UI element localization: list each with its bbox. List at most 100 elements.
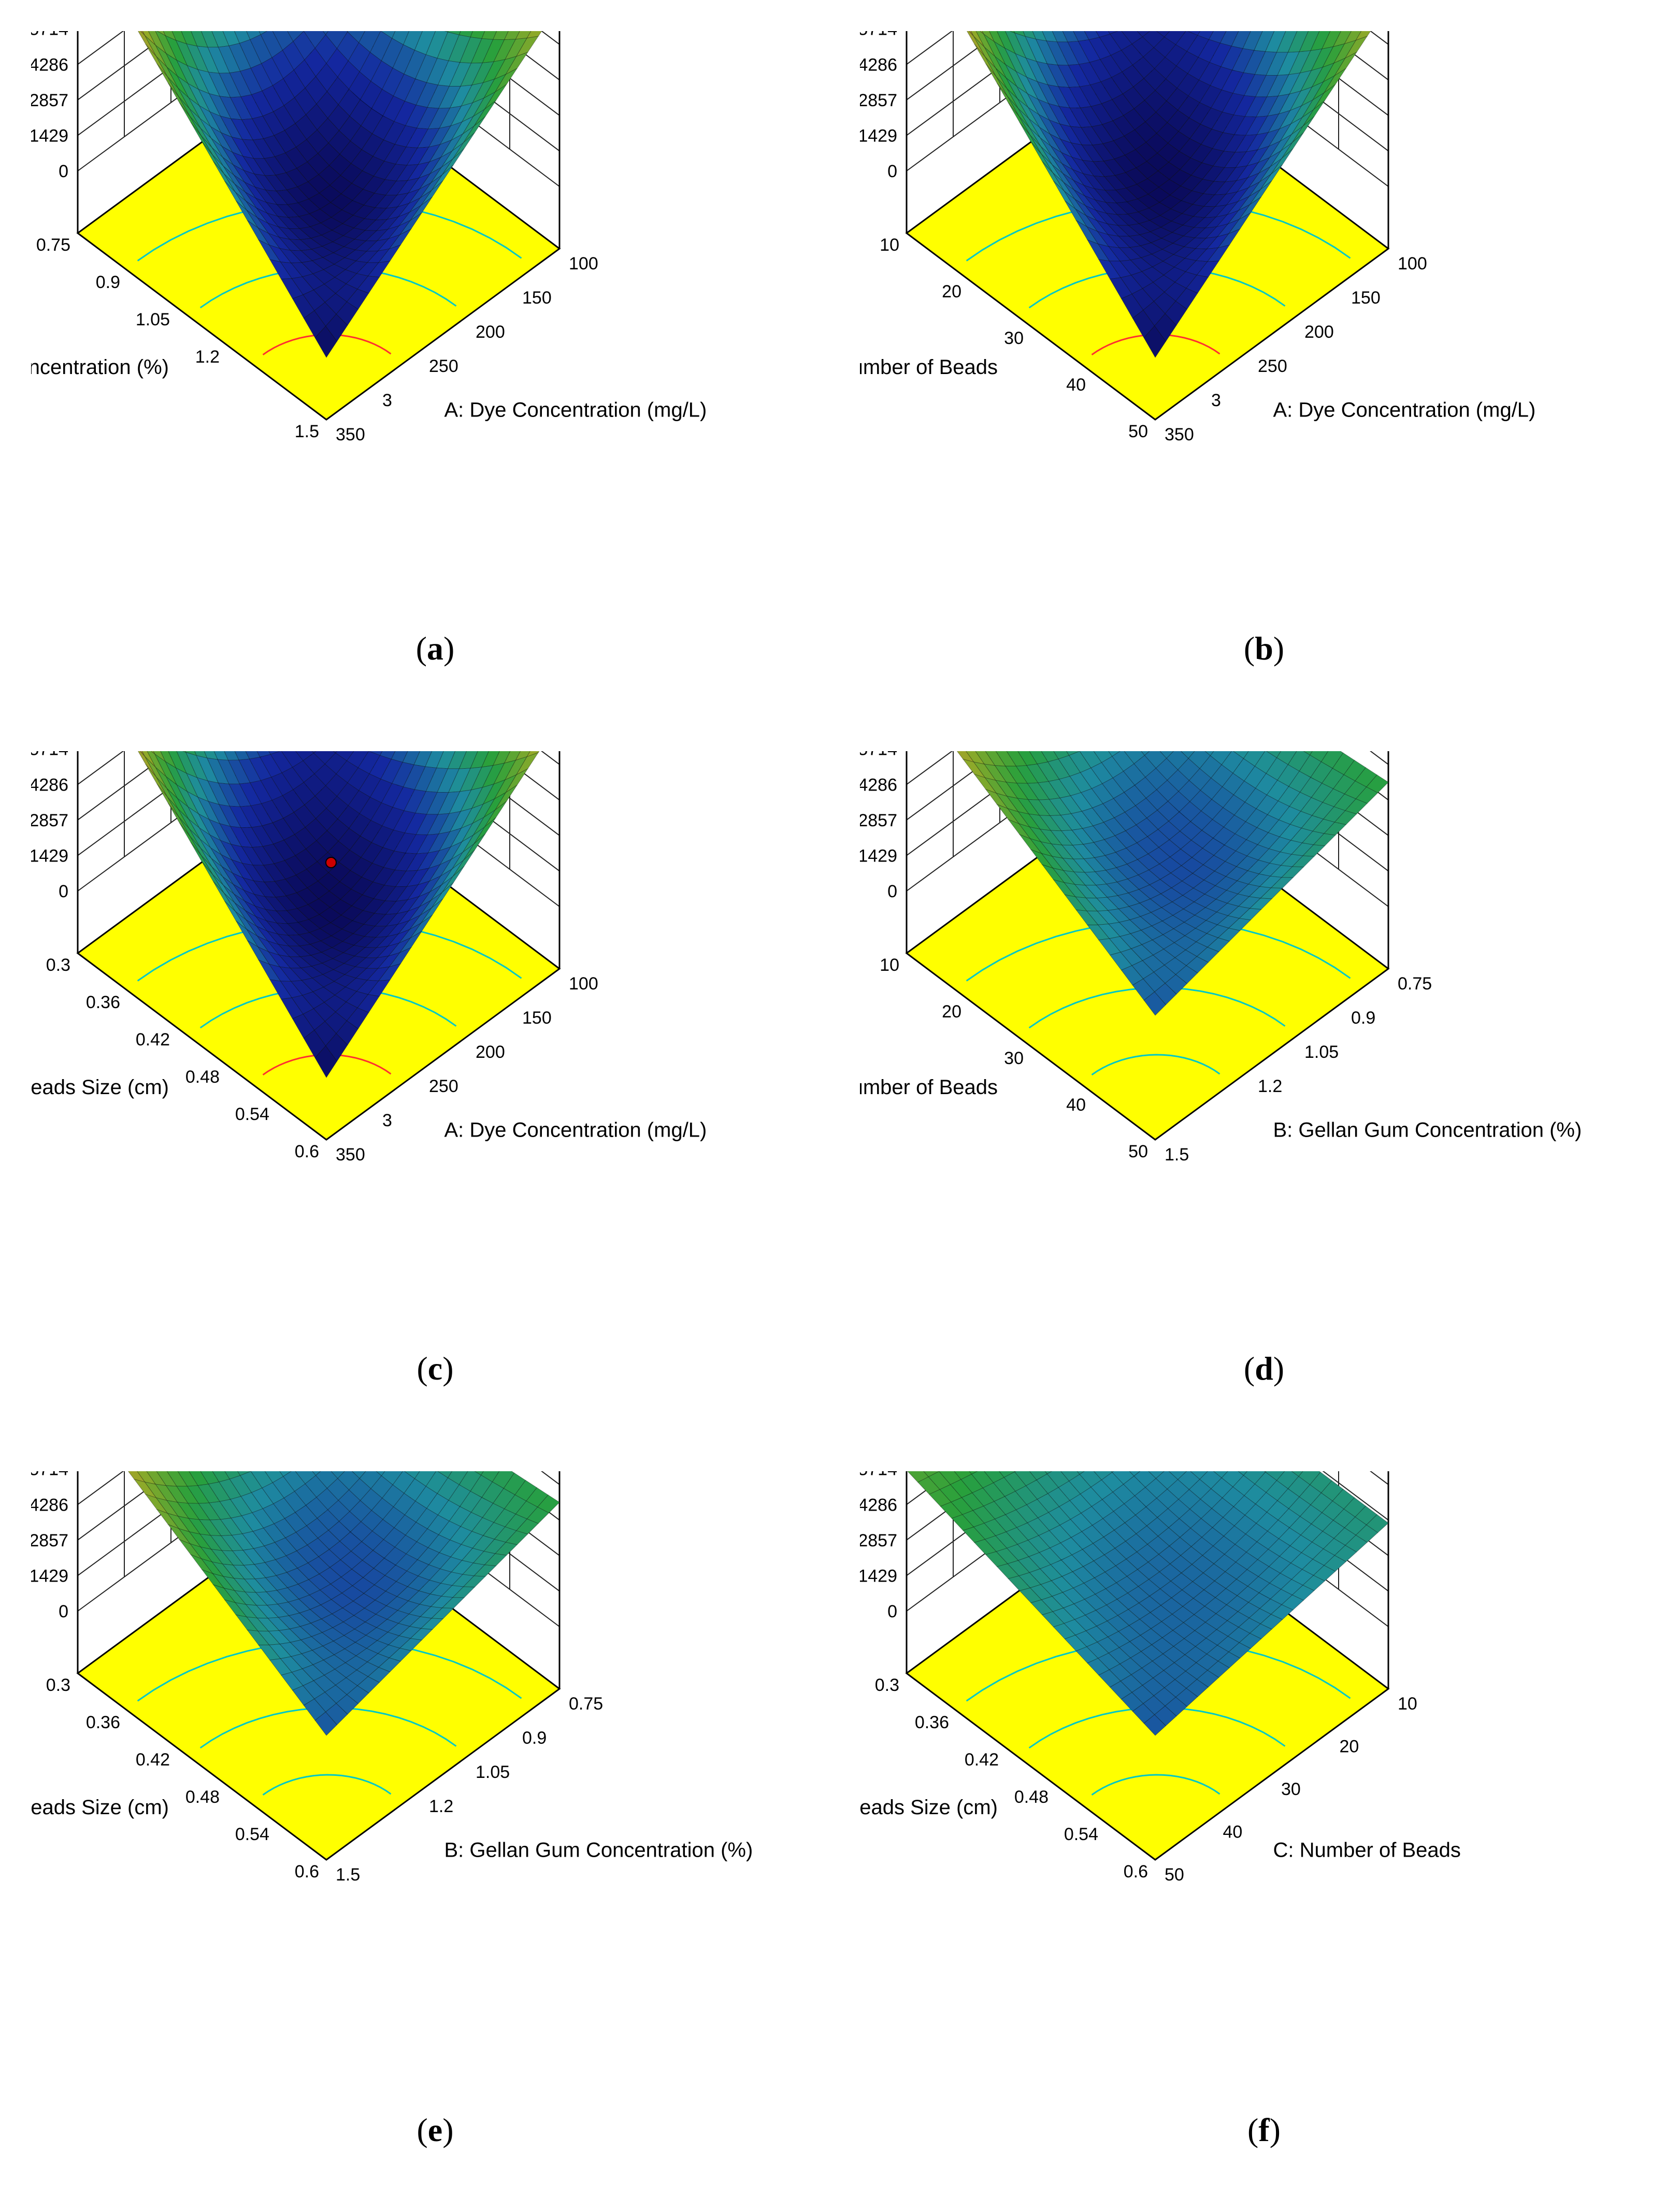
surface-facet [1313, 84, 1336, 110]
surface-facet [1257, 128, 1281, 151]
surface-facet [1017, 1556, 1041, 1573]
surface-facet [1037, 762, 1060, 782]
z-ticks-f: 017.142934.285751.428668.571485.7143102.… [860, 1471, 897, 1621]
surface-facet [284, 1512, 307, 1533]
surface-facet [274, 152, 297, 174]
surface-facet [407, 161, 430, 181]
surface-facet [1121, 44, 1144, 66]
surface-facet [220, 840, 243, 864]
surface-facet [1203, 194, 1227, 207]
surface-facet [137, 751, 156, 778]
surface-facet [951, 1514, 974, 1531]
surface-facet [1063, 182, 1086, 206]
left-axis-tick-label: 0.36 [86, 993, 120, 1012]
surface-facet [1083, 857, 1107, 872]
surface-facet [220, 854, 244, 879]
surface-facet [1013, 31, 1026, 37]
surface-facet [167, 76, 190, 109]
surface-facet [484, 801, 507, 827]
surface-facet [1086, 239, 1110, 262]
surface-facet [166, 788, 189, 820]
surface-facet [1041, 154, 1064, 183]
surface-facet [940, 1501, 963, 1519]
surface-facet [1133, 100, 1157, 122]
surface-facet [996, 77, 1018, 109]
surface-facet [252, 865, 276, 883]
surface-facet [243, 1578, 267, 1593]
surface-facet [190, 122, 213, 155]
surface-facet [276, 910, 299, 924]
surface-facet [314, 325, 338, 358]
z-tick-label: 68.5714 [31, 31, 68, 39]
caption-letter-d: d [1255, 1350, 1273, 1387]
caption-a: (a) [415, 630, 455, 667]
z-tick-label: 34.2857 [860, 1531, 897, 1550]
surface-facet [1322, 43, 1345, 68]
surface-facet [1072, 169, 1096, 190]
surface-facet [1064, 1619, 1087, 1635]
surface-facet [495, 68, 518, 92]
left-axis-tick-label: 20 [942, 282, 961, 302]
surface-facet [1006, 78, 1028, 108]
surface-facet [1015, 765, 1039, 784]
left-axis-tick-label: 0.36 [86, 1713, 120, 1732]
left-axis-tick-label: 10 [880, 955, 899, 975]
surface-facet [1292, 116, 1315, 143]
surface-facet [993, 40, 1017, 73]
surface-facet [233, 175, 256, 199]
surface-facet [244, 900, 267, 922]
surface-facet [1017, 798, 1040, 816]
surface-facet [1143, 325, 1167, 358]
right-axis-tick-label: 200 [1304, 322, 1334, 342]
surface-facet [1234, 1533, 1258, 1553]
left-axis-label: D: Beads Size (cm) [860, 1796, 998, 1819]
surface-facet [399, 931, 422, 954]
surface-facet [336, 1020, 359, 1046]
surface-facet [283, 97, 307, 124]
caption-letter-e: e [427, 2112, 443, 2148]
z-tick-label: 0 [59, 882, 68, 901]
surface-facet [1094, 199, 1118, 215]
surface-b [966, 31, 1371, 358]
surface-facet [202, 862, 224, 894]
surface-facet [1078, 39, 1101, 63]
right-axis-ticks-a: 100 150 200 250 3 350 [336, 254, 598, 444]
surface-facet [1149, 215, 1172, 228]
right-axis-tick-label: 1.5 [1165, 1145, 1189, 1165]
chart-svg-b: 017.142934.285751.428668.571485.7143102.… [860, 31, 1535, 444]
surface-facet [1070, 1513, 1093, 1532]
surface-facet [312, 1471, 321, 1476]
z-tick-label: 17.1429 [860, 846, 897, 866]
right-axis-tick-label: 10 [1398, 1694, 1417, 1714]
surface-facet [145, 764, 168, 797]
z-ticks-c: 017.142934.285751.428668.571485.7143102.… [31, 751, 68, 901]
surface-facet [1111, 1471, 1114, 1473]
right-axis-ticks-b: 100 150 200 250 3 350 [1165, 254, 1427, 444]
surface-facet [268, 1630, 291, 1645]
surface-facet [314, 1045, 338, 1078]
surface-facet [224, 1599, 248, 1617]
surface-facet [197, 813, 221, 841]
chart-panel-a: 017.142934.285751.428668.571485.7143102.… [31, 31, 839, 746]
surface-facet [376, 1471, 385, 1476]
surface-facet [262, 822, 284, 844]
surface-facet [247, 940, 270, 965]
right-axis-tick-label: 150 [522, 1008, 552, 1028]
left-axis-tick-label: 0.48 [1014, 1787, 1049, 1807]
surface-facet [431, 164, 454, 191]
surface-facet [166, 1513, 190, 1532]
surface-facet [241, 863, 265, 883]
surface-facet [1207, 245, 1230, 262]
left-axis-tick-label: 0.9 [96, 272, 120, 292]
surface-facet [382, 829, 406, 852]
surface-facet [1098, 938, 1122, 956]
surface-facet [378, 963, 401, 981]
surface-facet [1106, 223, 1130, 237]
surface-facet [1312, 819, 1336, 834]
left-axis-tick-label: 0.6 [295, 1862, 319, 1882]
right-axis-label: B: Gellan Gum Concentration (%) [1273, 1119, 1582, 1142]
surface-facet [1157, 142, 1180, 163]
z-tick-label: 17.1429 [31, 846, 68, 866]
surface-facet [1046, 40, 1069, 66]
surface-d [956, 751, 1389, 1016]
